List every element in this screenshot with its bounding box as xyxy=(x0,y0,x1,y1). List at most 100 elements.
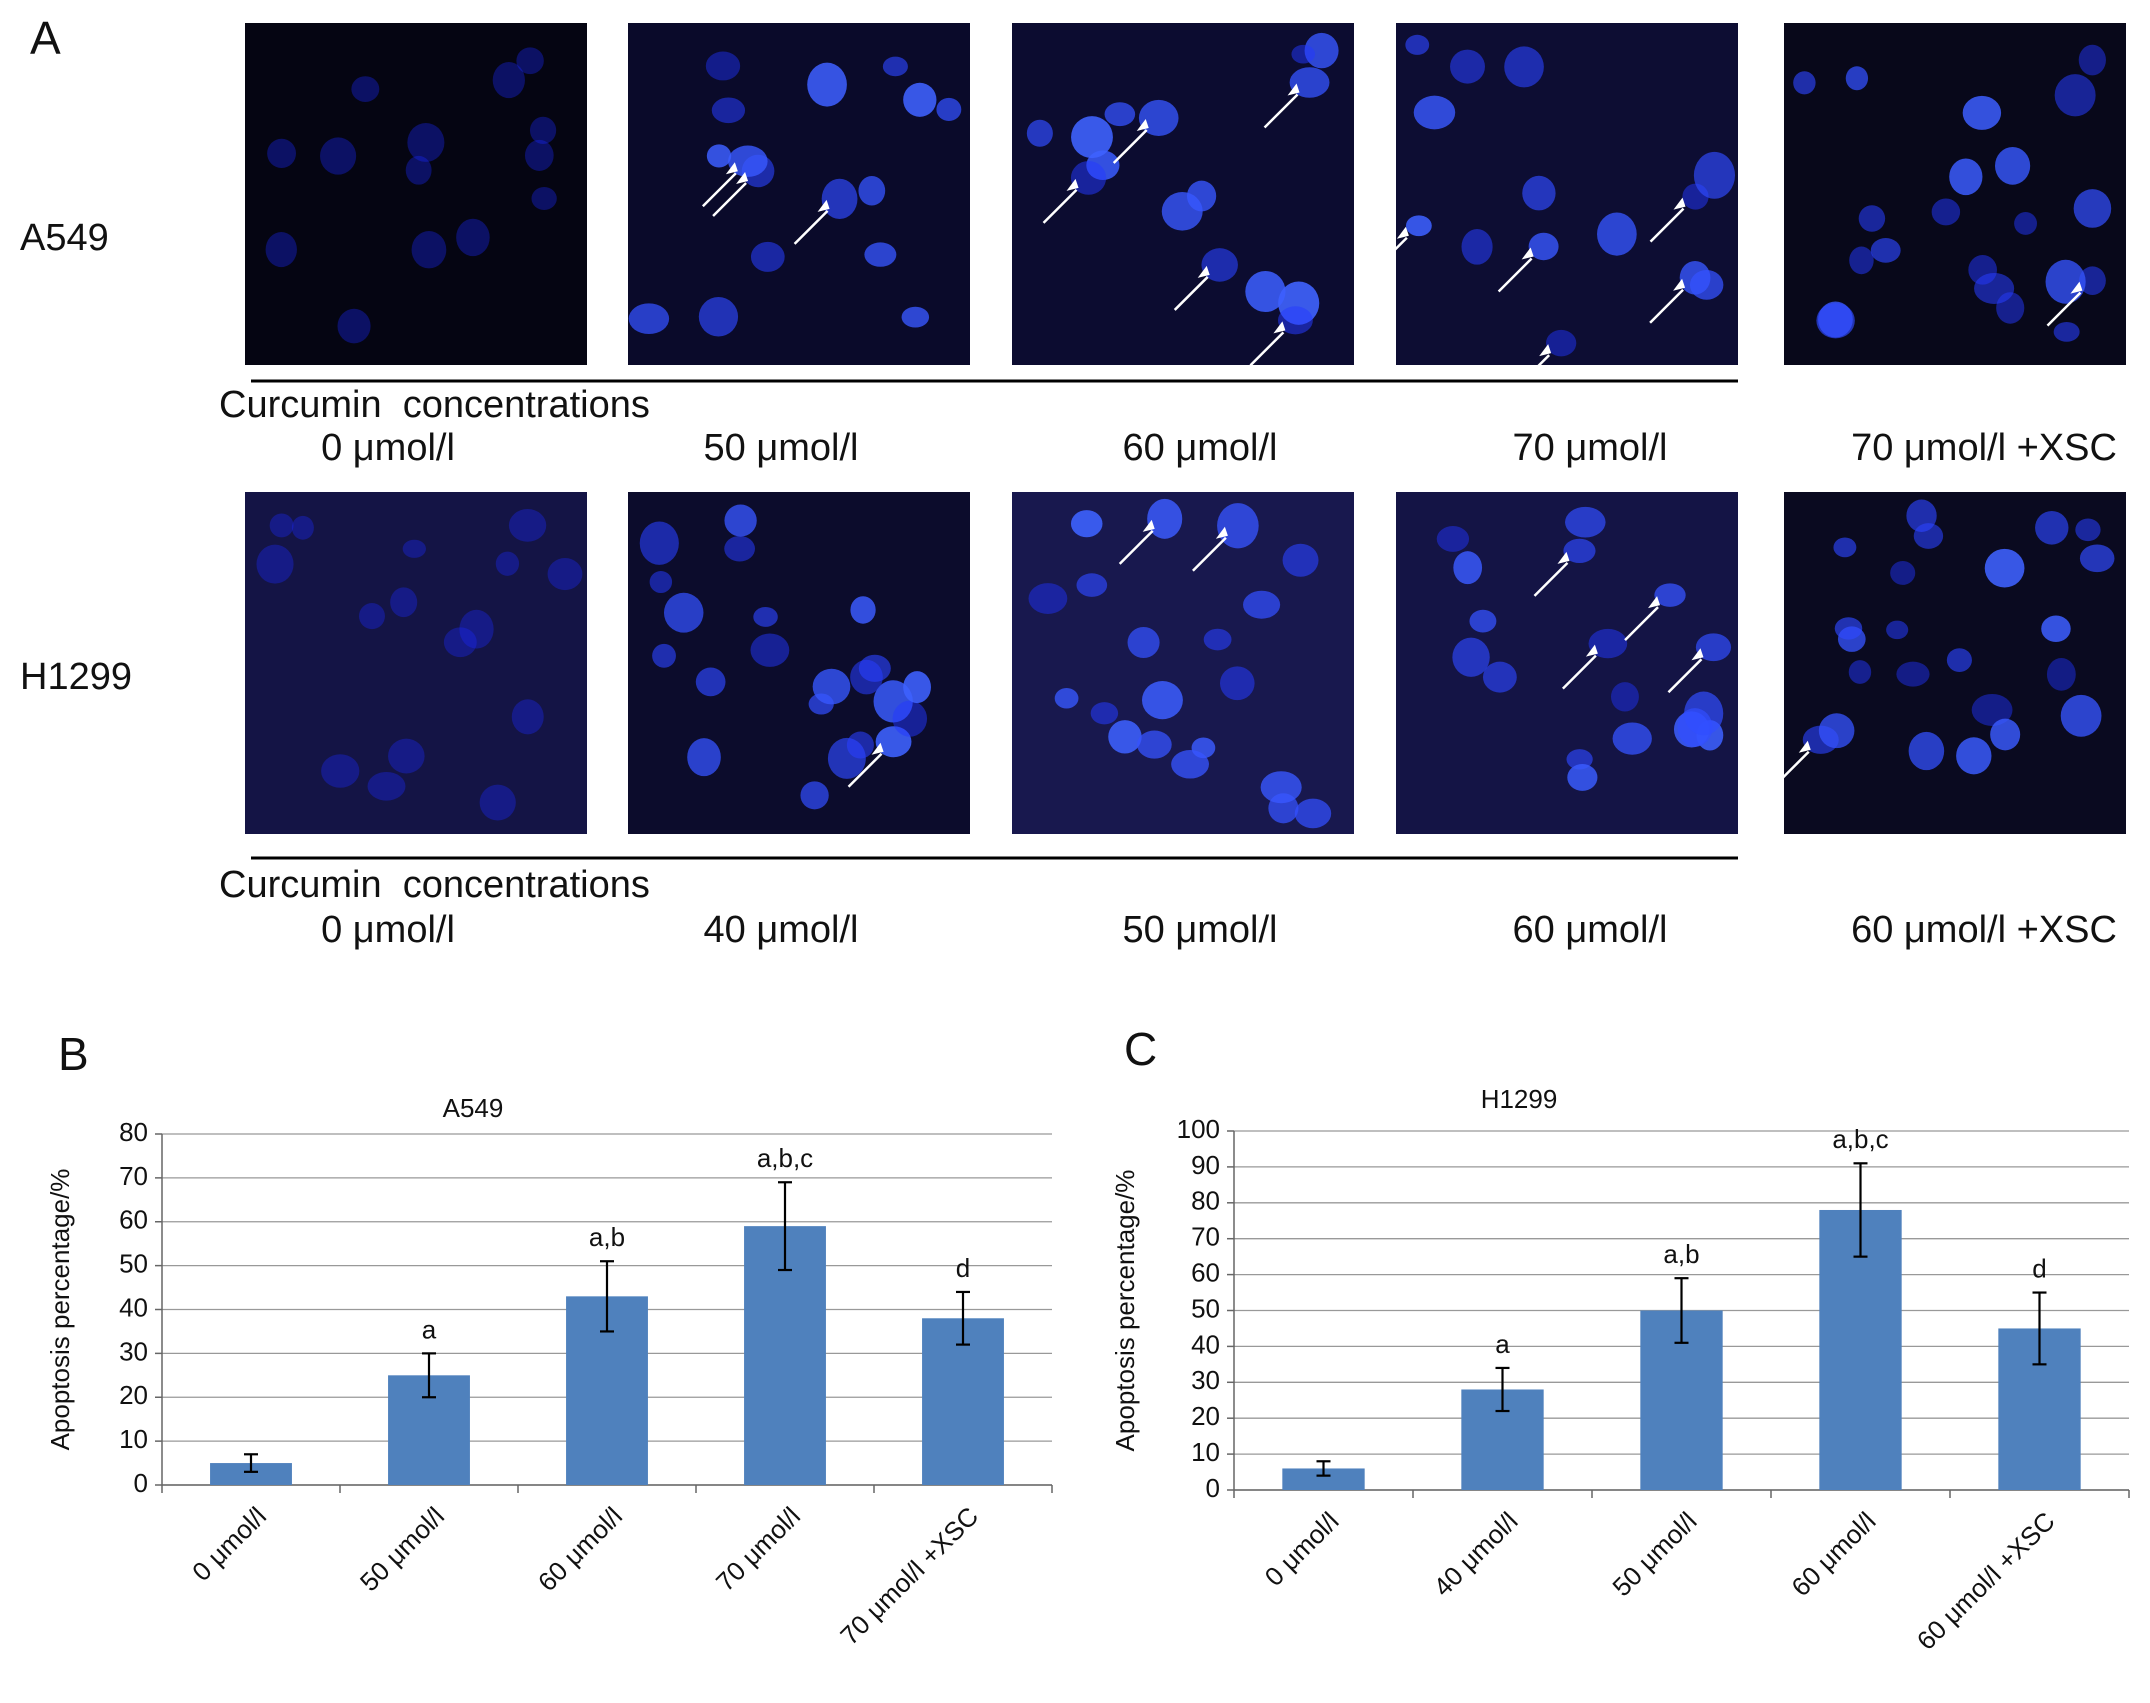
nucleus xyxy=(1469,609,1497,633)
y-tick-label: 80 xyxy=(1191,1186,1220,1216)
x-tick-label: 60 μmol/l xyxy=(1785,1506,1881,1602)
x-tick-label: 60 μmol/l xyxy=(532,1501,628,1597)
nucleus xyxy=(1597,212,1637,256)
nucleus xyxy=(1565,506,1606,538)
nucleus xyxy=(388,738,425,774)
nucleus xyxy=(1289,67,1330,98)
y-tick-label: 20 xyxy=(1191,1401,1220,1431)
y-axis-label: Apoptosis percentage/% xyxy=(45,1169,75,1451)
nucleus xyxy=(2046,658,2076,691)
arrow xyxy=(1774,750,1810,786)
nucleus xyxy=(443,627,477,658)
arrow xyxy=(1173,276,1209,311)
arrow xyxy=(1561,654,1597,690)
nucleus xyxy=(1870,238,1901,263)
nucleus xyxy=(1931,198,1961,226)
nucleus xyxy=(411,231,447,269)
nucleus xyxy=(1695,633,1732,662)
x-tick-label: 60 μmol/l +XSC xyxy=(1911,1506,2061,1656)
nucleus xyxy=(1908,731,1945,771)
arrow-head xyxy=(1197,265,1210,278)
nucleus xyxy=(724,535,755,562)
nucleus xyxy=(407,122,445,162)
nucleus xyxy=(1147,498,1183,539)
arrow-head xyxy=(871,742,884,755)
nucleus xyxy=(1282,543,1319,577)
nucleus xyxy=(1956,737,1992,775)
nucleus xyxy=(2045,259,2086,304)
nucleus xyxy=(850,596,876,624)
nucleus xyxy=(858,176,886,206)
nucleus xyxy=(1304,32,1339,69)
arrow-head xyxy=(1539,344,1552,357)
nucleus xyxy=(753,606,778,627)
nucleus xyxy=(2041,615,2071,643)
nucleus xyxy=(1689,270,1724,300)
y-tick-label: 20 xyxy=(119,1380,148,1410)
arrow-head xyxy=(1066,178,1079,191)
y-tick-label: 50 xyxy=(1191,1293,1220,1323)
nucleus xyxy=(901,306,930,328)
arrow-head xyxy=(1142,519,1155,532)
nucleus xyxy=(1504,46,1544,88)
nucleus xyxy=(1028,583,1068,614)
x-tick-label: 70 μmol/l xyxy=(710,1501,806,1597)
nucleus xyxy=(1219,666,1255,701)
significance-label: a,b,c xyxy=(757,1143,813,1173)
nucleus xyxy=(320,137,357,175)
concentration-label: 50 μmol/l xyxy=(704,427,859,469)
y-tick-label: 40 xyxy=(1191,1329,1220,1359)
nucleus xyxy=(1137,730,1172,759)
nucleus xyxy=(1563,538,1596,564)
y-tick-label: 40 xyxy=(119,1292,148,1322)
nucleus xyxy=(1461,228,1493,265)
y-tick-label: 100 xyxy=(1177,1114,1220,1144)
nucleus xyxy=(367,771,406,801)
nucleus xyxy=(479,784,516,821)
arrow-head xyxy=(1798,740,1811,753)
nucleus xyxy=(711,97,746,124)
arrow-head xyxy=(817,199,830,212)
y-tick-label: 50 xyxy=(119,1249,148,1279)
nucleus xyxy=(1588,628,1628,659)
x-tick-label: 0 μmol/l xyxy=(1259,1506,1345,1592)
concentration-label: 70 μmol/l xyxy=(1513,427,1668,469)
nucleus xyxy=(1108,720,1142,754)
nucleus xyxy=(1949,158,1983,196)
y-tick-label: 90 xyxy=(1191,1150,1220,1180)
chart-title: H1299 xyxy=(1481,1084,1558,1114)
chart-title: A549 xyxy=(443,1093,504,1123)
arrow xyxy=(793,210,829,245)
nucleus xyxy=(1849,246,1874,275)
arrow xyxy=(1249,331,1285,367)
nucleus xyxy=(459,609,494,649)
nucleus xyxy=(1070,160,1107,195)
x-tick-label: 50 μmol/l xyxy=(1606,1506,1702,1602)
nucleus xyxy=(1610,682,1639,712)
nucleus xyxy=(1962,95,2002,130)
nucleus xyxy=(390,587,418,618)
y-tick-label: 30 xyxy=(1191,1365,1220,1395)
nucleus xyxy=(1291,44,1316,64)
concentration-label: 70 μmol/l +XSC xyxy=(1851,427,2117,469)
arrow xyxy=(1372,236,1408,272)
nucleus xyxy=(1990,718,2021,751)
arrow xyxy=(1112,129,1148,164)
panel-label: B xyxy=(58,1028,89,1080)
nucleus xyxy=(639,521,679,565)
nucleus xyxy=(1886,620,1909,640)
arrow xyxy=(847,752,883,788)
nucleus xyxy=(903,671,931,704)
arrow-head xyxy=(1215,526,1228,539)
bar xyxy=(1282,1468,1365,1490)
arrow xyxy=(2046,291,2082,327)
micrograph xyxy=(1396,23,1738,365)
nucleus xyxy=(892,700,928,737)
nucleus xyxy=(2014,212,2038,235)
nucleus xyxy=(1436,526,1470,552)
nucleus xyxy=(1203,628,1232,651)
nucleus xyxy=(663,592,704,633)
nucleus xyxy=(492,62,525,99)
nucleus xyxy=(1906,499,1937,532)
concentration-label: 40 μmol/l xyxy=(704,909,859,951)
